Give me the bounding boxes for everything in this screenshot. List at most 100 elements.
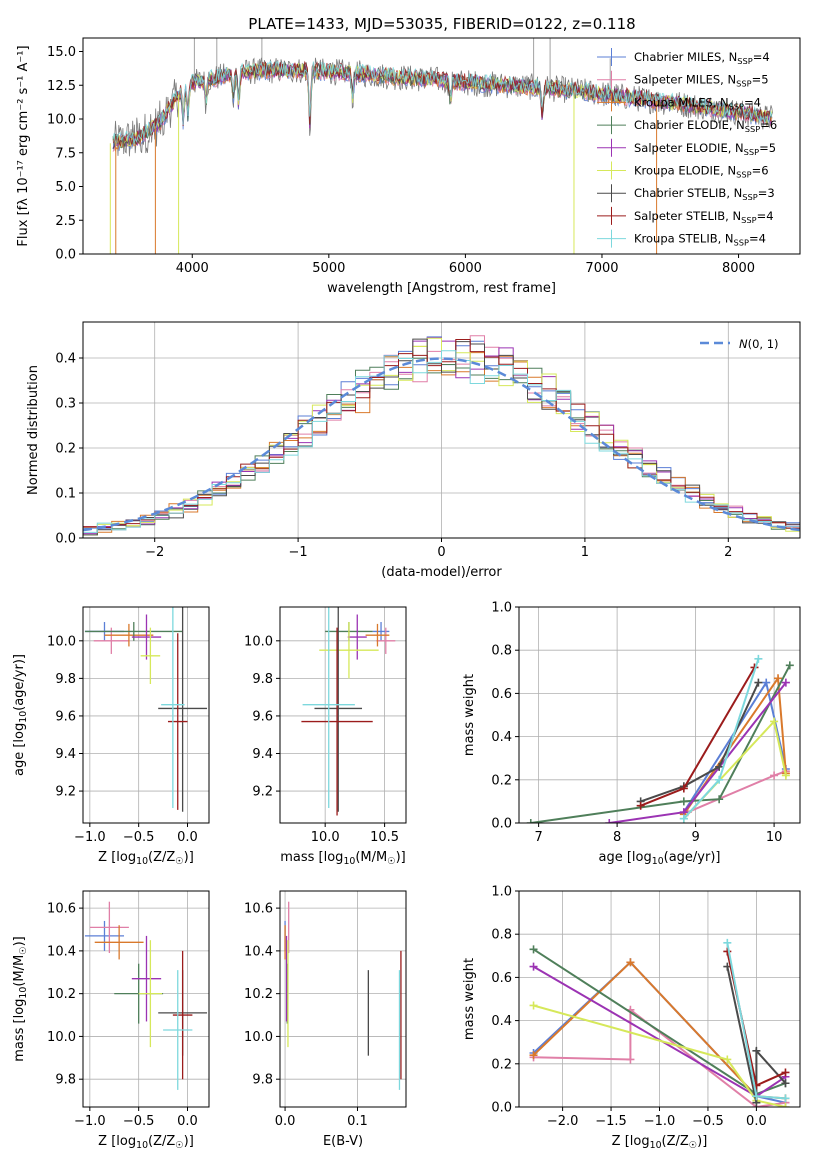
- y-tick-label: 7.5: [55, 146, 76, 161]
- series-marker: [529, 962, 538, 971]
- spectrum-model-kroupa-stelib: [112, 60, 773, 148]
- series-marker: [781, 1103, 790, 1107]
- series-marker: [781, 1068, 790, 1077]
- age-mass-panel-grid: [280, 607, 406, 823]
- point-kroupa-stelib: [161, 607, 185, 808]
- point-kroupa-miles: [365, 623, 390, 647]
- legend-label-chabrier-miles: Chabrier MILES, NSSP=4: [634, 50, 770, 66]
- series-marker: [754, 678, 763, 687]
- mass-z-panel-x-label: Z [log10(Z/Z☉)]: [98, 1134, 194, 1151]
- y-tick-label: 1.0: [491, 885, 512, 900]
- x-tick-label: −2: [145, 545, 164, 560]
- x-tick-label: 7: [534, 830, 542, 845]
- series-kroupa-stelib: [679, 654, 763, 823]
- x-tick-label: 7000: [585, 261, 618, 276]
- weight-age-panel: 7 8 9 10 0.0 0.2 0.4 0.6 0.8 1.0 age [log10(age/yr…: [462, 601, 801, 867]
- series-chabrier-stelib: [723, 962, 790, 1107]
- x-tick-label: 1: [581, 545, 589, 560]
- point-kroupa-stelib: [163, 970, 193, 1090]
- point-salpeter-miles: [89, 901, 129, 954]
- y-tick-label: 0.2: [55, 442, 76, 457]
- spectrum-panel-background: [83, 38, 800, 254]
- y-tick-label: 0.0: [55, 248, 76, 263]
- spectrum-panel-y-label: Flux [fλ 10⁻¹⁷ erg cm⁻² s⁻¹ A⁻¹]: [16, 45, 31, 246]
- legend-label-kroupa-stelib: Kroupa STELIB, NSSP=4: [634, 232, 766, 248]
- x-tick-label: 0.0: [177, 830, 198, 845]
- point-kroupa-miles: [104, 623, 154, 647]
- y-tick-label: 0.6: [491, 687, 512, 702]
- series-line: [640, 682, 760, 803]
- y-tick-label: 9.6: [252, 709, 273, 724]
- point-salpeter-elodie: [347, 614, 367, 660]
- weight-z-panel-y-label: mass weight: [462, 958, 477, 1040]
- x-tick-label: 9: [691, 830, 699, 845]
- series-marker: [605, 819, 614, 823]
- x-tick-label: −1.0: [74, 1114, 106, 1129]
- series-marker: [723, 947, 732, 956]
- point-chabrier-stelib: [314, 607, 363, 812]
- series-marker: [781, 1079, 790, 1088]
- series-marker: [781, 771, 790, 780]
- y-tick-label: 0.4: [55, 352, 76, 367]
- weight-age-panel-background: [519, 607, 800, 823]
- y-tick-label: 10.0: [47, 1030, 76, 1045]
- weight-age-panel-plot-area: [526, 654, 794, 823]
- series-marker: [529, 1001, 538, 1010]
- series-marker: [679, 784, 688, 793]
- y-tick-label: 9.2: [252, 785, 273, 800]
- y-tick-label: 9.2: [55, 785, 76, 800]
- x-tick-label: 0.0: [746, 1114, 767, 1129]
- age-z-panel-x-label: Z [log10(Z/Z☉)]: [98, 850, 194, 867]
- x-tick-label: −1.0: [74, 830, 106, 845]
- age-mass-panel-background: [280, 607, 406, 823]
- series-marker: [781, 678, 790, 687]
- spectrum-panel-plot-area: [109, 38, 774, 254]
- legend-label-chabrier-stelib: Chabrier STELIB, NSSP=3: [634, 186, 775, 202]
- series-marker: [762, 678, 771, 687]
- y-tick-label: 5.0: [55, 180, 76, 195]
- age-z-panel-grid: [83, 607, 209, 823]
- series-marker: [770, 771, 779, 780]
- x-tick-label: 6000: [449, 261, 482, 276]
- histogram-panel-plot-area: [83, 335, 800, 536]
- y-tick-label: 1.0: [491, 601, 512, 616]
- age-mass-panel-x-label: mass [log10(M/M☉)]: [280, 850, 406, 867]
- y-tick-label: 10.2: [244, 987, 273, 1002]
- series-marker: [752, 1046, 761, 1055]
- point-salpeter-stelib: [301, 627, 373, 816]
- y-tick-label: 0.8: [491, 644, 512, 659]
- y-tick-label: 9.6: [55, 709, 76, 724]
- y-tick-label: 10.6: [244, 902, 273, 917]
- y-tick-label: 15.0: [47, 45, 76, 60]
- series-marker: [626, 1055, 635, 1064]
- weight-z-panel: −2.0 −1.5 −1.0 −0.5 0.0 0.0 0.2 0.4 0.6 0.8 1.0 Z […: [462, 885, 801, 1151]
- x-tick-label: −0.5: [123, 1114, 155, 1129]
- series-kroupa-elodie: [529, 1001, 790, 1107]
- point-chabrier-stelib: [158, 607, 208, 812]
- weight-age-panel-frame: [518, 606, 801, 824]
- series-kroupa-stelib: [723, 938, 790, 1103]
- legend-label-kroupa-elodie: Kroupa ELODIE, NSSP=6: [634, 164, 769, 180]
- series-marker: [679, 797, 688, 806]
- y-tick-label: 10.4: [47, 944, 76, 959]
- x-tick-label: 0.0: [177, 1114, 198, 1129]
- point-salpeter-stelib: [167, 633, 188, 810]
- histogram-panel: −2 −1 0 1 2 0.0 0.1 0.2 0.3 0.4 (data-model)/error…: [26, 321, 801, 580]
- age-mass-panel: 10.0 10.5 9.2 9.4 9.6 9.8 10.0 mass [log10(M/M☉…: [244, 606, 407, 867]
- x-tick-label: 10.0: [311, 830, 340, 845]
- y-tick-label: 0.2: [491, 773, 512, 788]
- y-tick-label: 0.1: [55, 487, 76, 502]
- age-mass-panel-frame: [279, 606, 407, 824]
- figure-title: PLATE=1433, MJD=53035, FIBERID=0122, z=0…: [248, 15, 635, 33]
- mass-z-panel-frame: [82, 890, 210, 1108]
- weight-age-panel-x-label: age [log10(age/yr)]: [599, 850, 721, 867]
- y-tick-label: 10.0: [244, 1030, 273, 1045]
- series-line: [726, 966, 787, 1103]
- series-marker: [715, 762, 724, 771]
- series-marker: [526, 819, 535, 823]
- x-tick-label: 0.1: [347, 1114, 368, 1129]
- y-tick-label: 10.0: [47, 634, 76, 649]
- x-tick-label: 5000: [312, 261, 345, 276]
- series-marker: [679, 814, 688, 823]
